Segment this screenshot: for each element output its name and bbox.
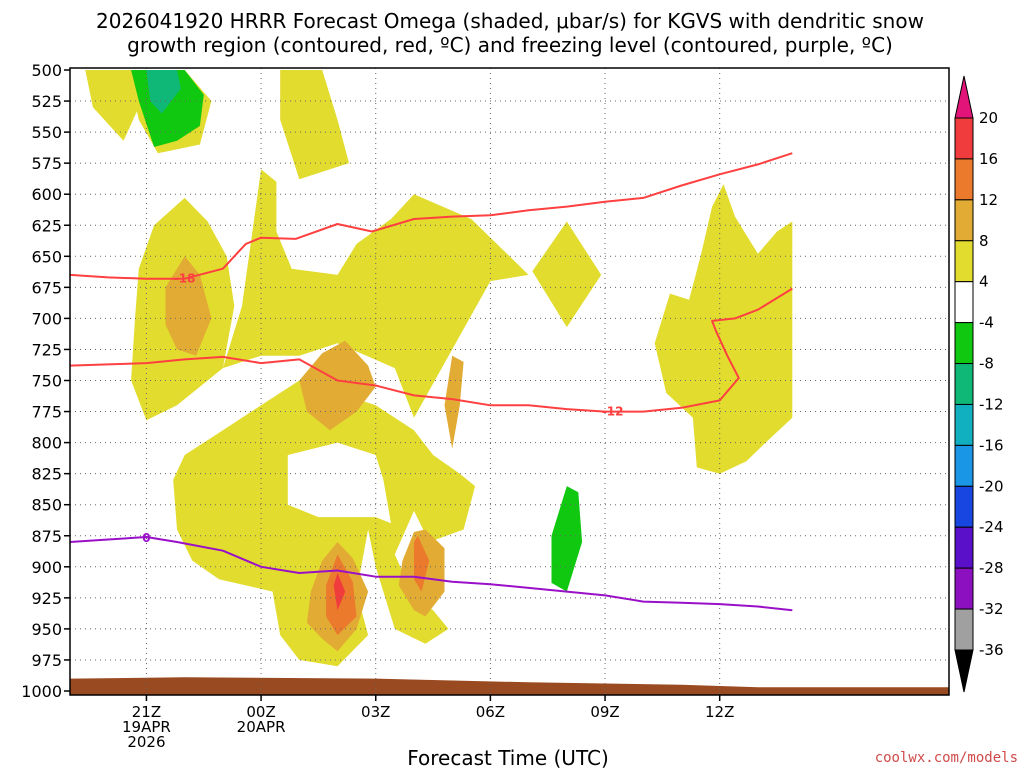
colorbar-segment-12: [954, 608, 974, 651]
contour-line-2: [70, 536, 793, 612]
colorbar-segment-6: [954, 363, 974, 405]
y-tick-label-775: 775: [31, 403, 62, 422]
y-tick-label-875: 875: [31, 527, 62, 546]
omega-region-0-0: [85, 70, 139, 141]
omega-region-1-0: [165, 256, 212, 356]
colorbar-segment-0: [954, 117, 974, 160]
omega-region-1-1: [299, 340, 376, 431]
colorbar-segment-5: [954, 322, 974, 365]
contour-label-1: -12: [602, 405, 624, 419]
x-tick-label-30-0: 06Z: [476, 703, 505, 721]
omega-region-0-6: [173, 380, 476, 667]
colorbar-top-arrow: [954, 75, 974, 119]
x-tick-label-24-0: 00Z: [246, 703, 275, 721]
omega-region-0-2: [280, 70, 349, 180]
colorbar-label-5: -4: [979, 314, 994, 332]
y-tick-label-950: 950: [31, 620, 62, 639]
y-tick-label-975: 975: [31, 651, 62, 670]
x-tick-label-33-0: 09Z: [590, 703, 619, 721]
y-tick-label-750: 750: [31, 372, 62, 391]
ground-surface: [70, 677, 949, 695]
y-tick-label-650: 650: [31, 247, 62, 266]
y-tick-label-1000: 1000: [21, 682, 62, 701]
credit-text: coolwx.com/models: [875, 750, 1018, 766]
y-axis-pressure-ticks: 500 525 550 575 600 625 650 675 700 725 750 775 800 8…: [21, 61, 70, 701]
contour-label-0: -18: [174, 272, 196, 286]
y-tick-label-500: 500: [31, 61, 62, 80]
x-tick-label-27-0: 03Z: [361, 703, 390, 721]
omega-region-0-5: [532, 221, 602, 328]
x-tick-label-21-2: 2026: [127, 733, 165, 751]
colorbar-segment-10: [954, 526, 974, 569]
y-tick-label-925: 925: [31, 589, 62, 608]
x-tick-label-24-1: 20APR: [237, 718, 286, 736]
colorbar-segment-4: [954, 281, 974, 324]
contour-line-1: [70, 287, 793, 413]
colorbar-label-10: -24: [979, 518, 1004, 536]
omega-region-1-2: [444, 355, 464, 449]
y-tick-label-675: 675: [31, 278, 62, 297]
colorbar-label-13: -36: [979, 641, 1004, 659]
omega-shading: [85, 70, 793, 667]
colorbar-segment-2: [954, 199, 974, 242]
y-tick-label-700: 700: [31, 309, 62, 328]
colorbar-label-3: 8: [979, 232, 989, 250]
colorbar-label-6: -8: [979, 355, 994, 373]
x-tick-label-21-0: 21Z: [132, 703, 161, 721]
colorbar-segment-1: [954, 158, 974, 201]
chart-title-line-1: 2026041920 HRRR Forecast Omega (shaded, …: [96, 9, 924, 33]
y-tick-label-575: 575: [31, 154, 62, 173]
colorbar-segment-7: [954, 403, 974, 446]
colorbar-label-2: 12: [979, 191, 998, 209]
colorbar-label-4: 4: [979, 273, 989, 291]
colorbar-label-7: -12: [979, 395, 1004, 413]
y-tick-label-900: 900: [31, 558, 62, 577]
omega-region-3-0: [333, 573, 346, 611]
colorbar-label-12: -32: [979, 600, 1004, 618]
omega-region-0-7: [654, 184, 793, 474]
y-tick-label-625: 625: [31, 216, 62, 235]
colorbar-label-9: -20: [979, 477, 1004, 495]
y-tick-label-525: 525: [31, 92, 62, 111]
temperature-contours: -18 -12 0: [70, 152, 793, 612]
ground-terrain: [70, 677, 949, 695]
x-tick-label-36-0: 12Z: [705, 703, 734, 721]
y-tick-label-550: 550: [31, 123, 62, 142]
plot-frame: [69, 67, 950, 696]
colorbar-label-0: 20: [979, 109, 998, 127]
y-tick-label-850: 850: [31, 496, 62, 515]
y-tick-label-600: 600: [31, 185, 62, 204]
colorbar-segment-8: [954, 444, 974, 487]
y-tick-label-800: 800: [31, 434, 62, 453]
omega-region-4-1: [551, 486, 583, 592]
x-tick-label-21-1: 19APR: [122, 718, 171, 736]
y-tick-label-825: 825: [31, 465, 62, 484]
colorbar-label-1: 16: [979, 150, 998, 168]
colorbar-label-11: -28: [979, 559, 1004, 577]
colorbar-segment-11: [954, 567, 974, 610]
contour-line-0: [70, 152, 793, 280]
omega-region-5-0: [146, 70, 181, 114]
contour-label-2: 0: [142, 531, 150, 545]
colorbar-label-8: -16: [979, 436, 1004, 454]
chart-title-line-2: growth region (contoured, red, ºC) and f…: [127, 33, 893, 57]
x-axis-label: Forecast Time (UTC): [407, 746, 609, 768]
omega-colorbar: 20 16 12 8 4 -4 -8 -12 -16 -20 -24 -28 -32 -36: [954, 75, 1004, 693]
colorbar-segment-3: [954, 240, 974, 283]
colorbar-bottom-arrow: [954, 649, 974, 693]
y-tick-label-725: 725: [31, 340, 62, 359]
colorbar-segment-9: [954, 485, 974, 528]
